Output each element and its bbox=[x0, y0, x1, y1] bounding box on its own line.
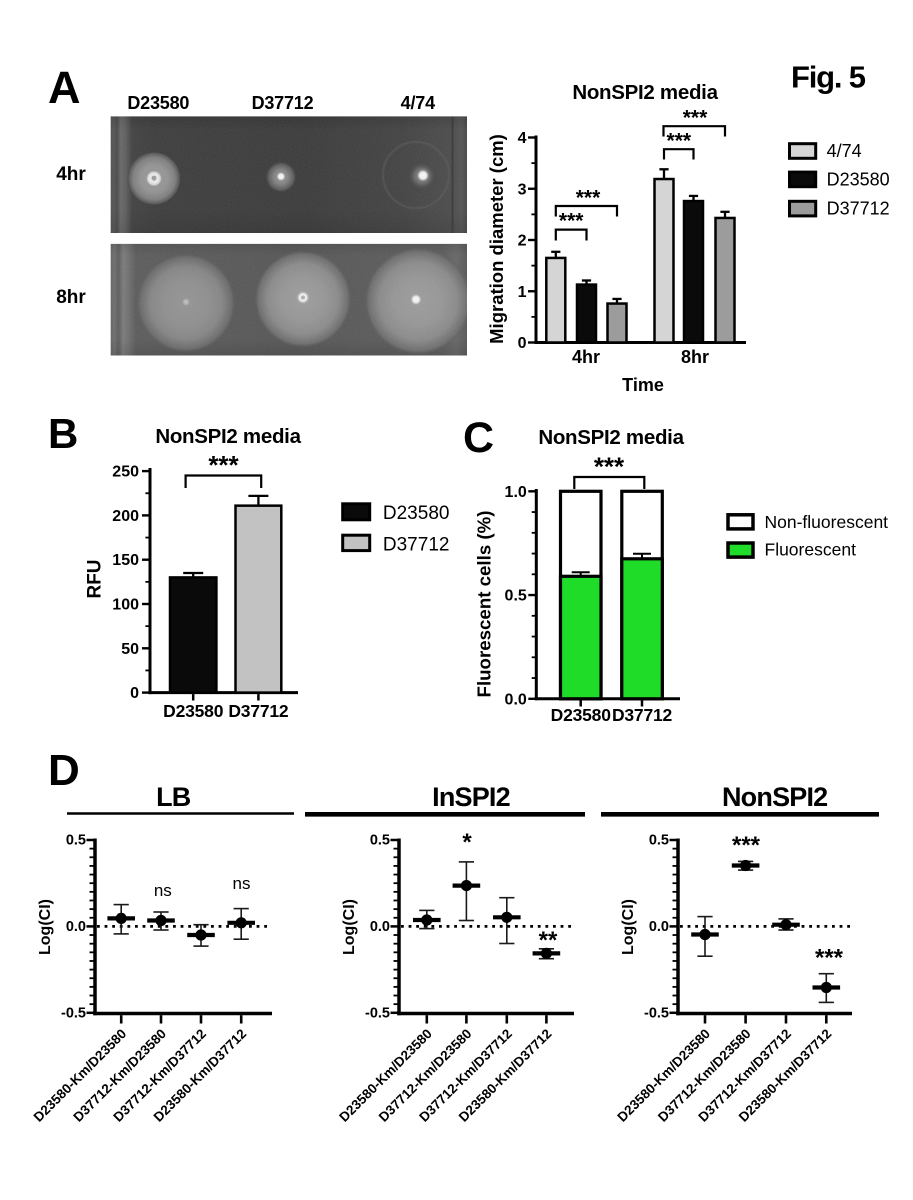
svg-text:B: B bbox=[48, 410, 78, 457]
svg-text:150: 150 bbox=[112, 552, 139, 569]
svg-text:Log(CI): Log(CI) bbox=[620, 899, 637, 955]
svg-text:D37712: D37712 bbox=[612, 705, 673, 725]
svg-text:8hr: 8hr bbox=[681, 347, 709, 367]
svg-text:4hr: 4hr bbox=[572, 347, 600, 367]
svg-text:***: *** bbox=[576, 187, 601, 210]
svg-text:D37712: D37712 bbox=[827, 199, 890, 219]
svg-text:C: C bbox=[463, 414, 494, 462]
svg-text:0.0: 0.0 bbox=[66, 919, 86, 935]
svg-text:-0.5: -0.5 bbox=[61, 1005, 86, 1021]
svg-text:***: *** bbox=[208, 450, 239, 480]
svg-text:***: *** bbox=[732, 832, 761, 859]
svg-text:NonSPI2: NonSPI2 bbox=[722, 782, 827, 812]
svg-text:-0.5: -0.5 bbox=[644, 1005, 669, 1021]
svg-text:D37712: D37712 bbox=[252, 93, 314, 113]
svg-text:0.5: 0.5 bbox=[649, 833, 669, 849]
svg-text:-0.5: -0.5 bbox=[365, 1005, 390, 1021]
svg-text:D23580: D23580 bbox=[827, 170, 890, 190]
svg-text:*: * bbox=[462, 829, 472, 856]
svg-text:8hr: 8hr bbox=[56, 287, 86, 308]
svg-text:0.0: 0.0 bbox=[649, 919, 669, 935]
svg-text:3: 3 bbox=[518, 181, 527, 198]
svg-text:NonSPI2 media: NonSPI2 media bbox=[155, 425, 301, 448]
svg-text:4/74: 4/74 bbox=[827, 141, 862, 161]
svg-text:**: ** bbox=[539, 927, 558, 954]
svg-text:0.5: 0.5 bbox=[66, 833, 86, 849]
svg-text:LB: LB bbox=[156, 782, 191, 812]
svg-text:InSPI2: InSPI2 bbox=[432, 782, 510, 812]
svg-text:1.0: 1.0 bbox=[505, 484, 527, 501]
svg-text:***: *** bbox=[667, 130, 692, 153]
svg-text:0: 0 bbox=[518, 335, 527, 352]
svg-text:ns: ns bbox=[233, 874, 251, 893]
svg-text:0.5: 0.5 bbox=[505, 588, 527, 605]
svg-text:Log(CI): Log(CI) bbox=[341, 899, 358, 955]
svg-text:1: 1 bbox=[518, 284, 527, 301]
svg-text:***: *** bbox=[594, 452, 625, 482]
svg-text:D37712: D37712 bbox=[228, 701, 289, 721]
svg-text:D: D bbox=[48, 746, 80, 795]
svg-text:4: 4 bbox=[518, 130, 527, 147]
svg-text:Migration diameter (cm): Migration diameter (cm) bbox=[486, 134, 507, 344]
svg-text:***: *** bbox=[815, 945, 844, 972]
svg-text:***: *** bbox=[683, 107, 708, 130]
svg-text:Log(CI): Log(CI) bbox=[37, 899, 54, 955]
svg-text:D23580: D23580 bbox=[163, 701, 224, 721]
svg-text:D23580: D23580 bbox=[383, 503, 450, 524]
svg-text:***: *** bbox=[559, 210, 584, 233]
svg-text:NonSPI2 media: NonSPI2 media bbox=[572, 81, 718, 104]
svg-text:200: 200 bbox=[112, 508, 139, 525]
svg-text:Non-fluorescent: Non-fluorescent bbox=[765, 512, 889, 532]
svg-text:RFU: RFU bbox=[85, 559, 106, 598]
svg-text:0.0: 0.0 bbox=[505, 691, 527, 708]
svg-text:0: 0 bbox=[130, 685, 139, 702]
svg-text:Fig. 5: Fig. 5 bbox=[791, 60, 866, 95]
svg-text:Fluorescent cells (%): Fluorescent cells (%) bbox=[474, 511, 495, 698]
svg-text:D37712: D37712 bbox=[383, 535, 450, 556]
svg-text:2: 2 bbox=[518, 233, 527, 250]
svg-text:D23580: D23580 bbox=[551, 705, 612, 725]
svg-text:D23580: D23580 bbox=[127, 93, 189, 113]
svg-text:0.0: 0.0 bbox=[370, 919, 390, 935]
svg-text:NonSPI2 media: NonSPI2 media bbox=[538, 426, 684, 449]
svg-text:250: 250 bbox=[112, 464, 139, 481]
svg-text:A: A bbox=[48, 62, 81, 113]
svg-text:ns: ns bbox=[154, 881, 172, 900]
svg-text:50: 50 bbox=[121, 641, 139, 658]
svg-text:0.5: 0.5 bbox=[370, 833, 390, 849]
svg-text:4/74: 4/74 bbox=[401, 93, 435, 113]
svg-text:Time: Time bbox=[622, 375, 664, 395]
svg-text:Fluorescent: Fluorescent bbox=[765, 539, 857, 559]
svg-text:100: 100 bbox=[112, 597, 139, 614]
svg-text:4hr: 4hr bbox=[56, 164, 86, 185]
